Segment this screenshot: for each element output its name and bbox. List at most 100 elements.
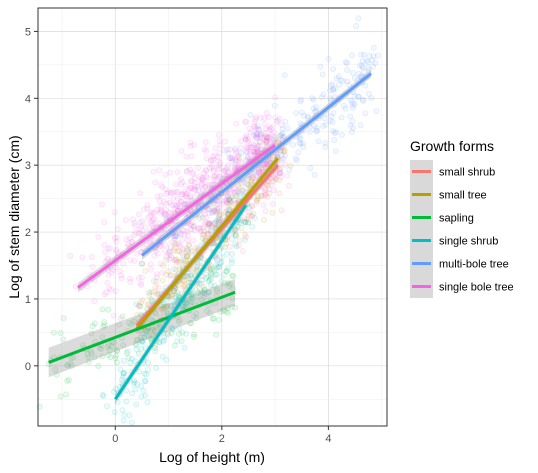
data-point [51, 329, 57, 336]
data-point [138, 345, 145, 352]
data-point [160, 299, 167, 306]
data-point [101, 291, 108, 298]
data-point [149, 298, 156, 304]
data-point [226, 197, 233, 203]
data-point [210, 181, 217, 188]
data-point [175, 228, 182, 235]
data-point [202, 184, 209, 190]
data-point [214, 197, 221, 204]
data-point [234, 163, 241, 170]
data-point [206, 221, 213, 227]
data-point [193, 267, 199, 274]
data-point [190, 223, 197, 230]
data-point [200, 175, 206, 181]
data-point [256, 166, 262, 173]
data-point [173, 233, 180, 239]
data-point [335, 73, 342, 80]
data-point [272, 136, 279, 142]
data-point [165, 331, 171, 338]
data-point [233, 120, 240, 127]
data-point [228, 194, 235, 201]
data-point [315, 138, 322, 145]
data-point [264, 161, 271, 168]
data-point [253, 148, 260, 155]
x-tick-label: 4 [325, 433, 331, 445]
data-point [210, 156, 217, 163]
data-point [147, 239, 153, 246]
data-point [235, 152, 242, 159]
data-point [236, 219, 243, 225]
data-point [183, 330, 190, 337]
data-point [248, 213, 255, 220]
data-point [195, 225, 202, 232]
data-point [194, 263, 201, 270]
data-point [171, 240, 178, 246]
data-point [188, 292, 195, 299]
data-point [108, 343, 115, 350]
data-point [232, 164, 239, 171]
data-point [242, 219, 248, 226]
data-point [148, 289, 155, 295]
data-point [185, 252, 191, 259]
data-point [355, 15, 362, 22]
data-point [169, 239, 176, 245]
data-point [207, 272, 214, 279]
data-point [164, 310, 170, 317]
data-point [307, 165, 314, 172]
data-point [170, 266, 177, 272]
data-point [129, 239, 136, 245]
data-point [346, 81, 353, 88]
data-point [292, 155, 299, 162]
data-point [197, 212, 204, 219]
data-point [200, 294, 207, 300]
data-point [179, 303, 186, 310]
data-point [182, 182, 189, 189]
data-point [173, 266, 179, 273]
data-point [191, 271, 198, 278]
data-point [248, 176, 255, 183]
data-point [176, 201, 183, 208]
data-point [215, 215, 222, 221]
data-point [265, 178, 271, 185]
data-point [204, 206, 211, 213]
data-point [222, 209, 229, 215]
data-point [262, 160, 269, 167]
data-point [319, 71, 326, 78]
data-point [184, 272, 190, 279]
data-point [187, 298, 193, 305]
data-point [187, 139, 194, 146]
data-point [217, 308, 224, 315]
data-point [165, 296, 172, 303]
data-point [205, 289, 212, 296]
data-point [64, 362, 70, 368]
data-point [104, 344, 111, 351]
data-point [266, 127, 273, 134]
data-point [174, 248, 180, 255]
data-point [311, 171, 318, 178]
data-point [67, 360, 74, 367]
data-point [212, 220, 218, 227]
data-point [191, 226, 198, 233]
data-point [275, 138, 282, 145]
data-point [365, 59, 371, 66]
data-point [349, 118, 356, 125]
data-point [206, 210, 213, 217]
data-point [244, 181, 251, 187]
data-point [215, 317, 222, 323]
data-point [68, 355, 75, 362]
data-point [251, 170, 258, 177]
data-point [176, 248, 183, 255]
data-point [206, 277, 213, 283]
data-point [136, 225, 143, 232]
data-point [200, 224, 207, 231]
data-point [190, 237, 197, 244]
data-point [140, 387, 147, 394]
data-point [113, 246, 120, 253]
data-point [138, 223, 145, 230]
data-point [252, 144, 259, 151]
data-point [194, 183, 201, 190]
data-point [104, 279, 111, 286]
data-point [349, 99, 356, 105]
fit-line [114, 204, 248, 401]
data-point [358, 72, 365, 79]
